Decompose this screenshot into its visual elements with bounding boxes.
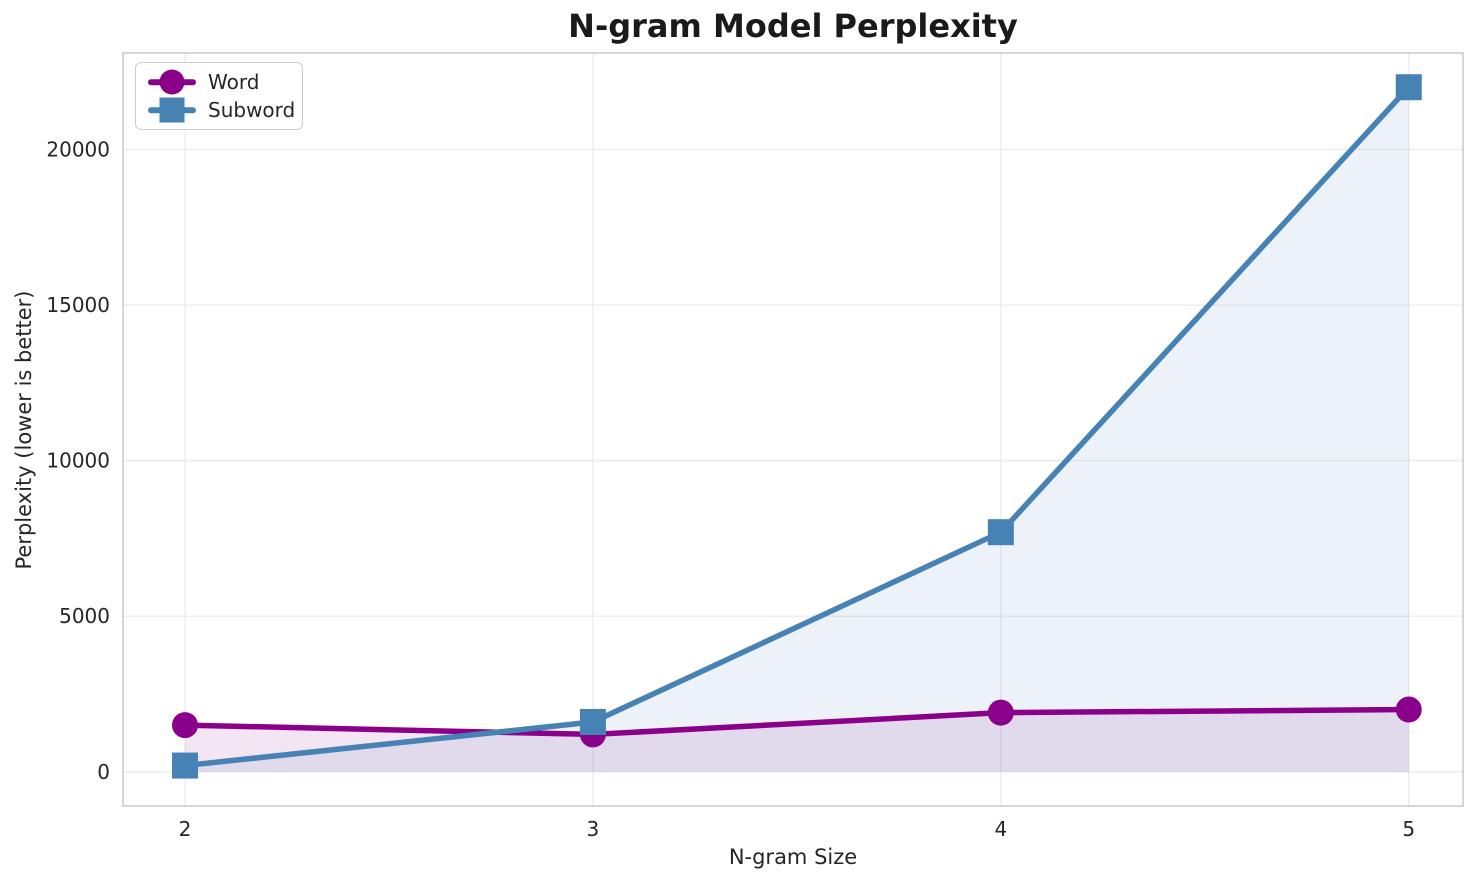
series-line-word (182, 706, 1412, 738)
plot-border (122, 52, 1464, 807)
y-axis-label: Perplexity (lower is better) (12, 290, 36, 570)
chart-title: N-gram Model Perplexity (568, 7, 1018, 45)
y-tick-label-15000: 15000 (46, 293, 110, 317)
series-fill-subword (185, 87, 1409, 772)
x-tick-label-2: 2 (179, 817, 192, 841)
marker-word-4 (987, 699, 1014, 726)
marker-subword-4 (987, 519, 1014, 546)
subword-series-marker-icon (148, 97, 196, 123)
x-tick-label-4: 4 (994, 817, 1007, 841)
marker-subword-3 (579, 708, 606, 735)
marker-subword-5 (1395, 74, 1422, 101)
marker-subword-2 (172, 752, 199, 779)
x-tick-label-5: 5 (1402, 817, 1415, 841)
x-axis-label: N-gram Size (728, 845, 858, 869)
legend-label-word: Word (208, 70, 260, 94)
y-tick-label-10000: 10000 (46, 449, 110, 473)
y-tick-label-0: 0 (97, 760, 110, 784)
marker-word-5 (1395, 696, 1422, 723)
x-tick-label-3: 3 (587, 817, 600, 841)
series-line-subword (182, 84, 1412, 769)
y-tick-label-5000: 5000 (59, 604, 110, 628)
word-series-marker-icon (148, 69, 196, 95)
series-fill-word (185, 709, 1409, 772)
legend-label-subword: Subword (208, 98, 296, 122)
marker-word-2 (172, 712, 199, 739)
legend: Word Subword (135, 62, 303, 130)
legend-item-word: Word (148, 69, 290, 95)
y-tick-label-20000: 20000 (46, 137, 110, 161)
legend-item-subword: Subword (148, 97, 295, 123)
